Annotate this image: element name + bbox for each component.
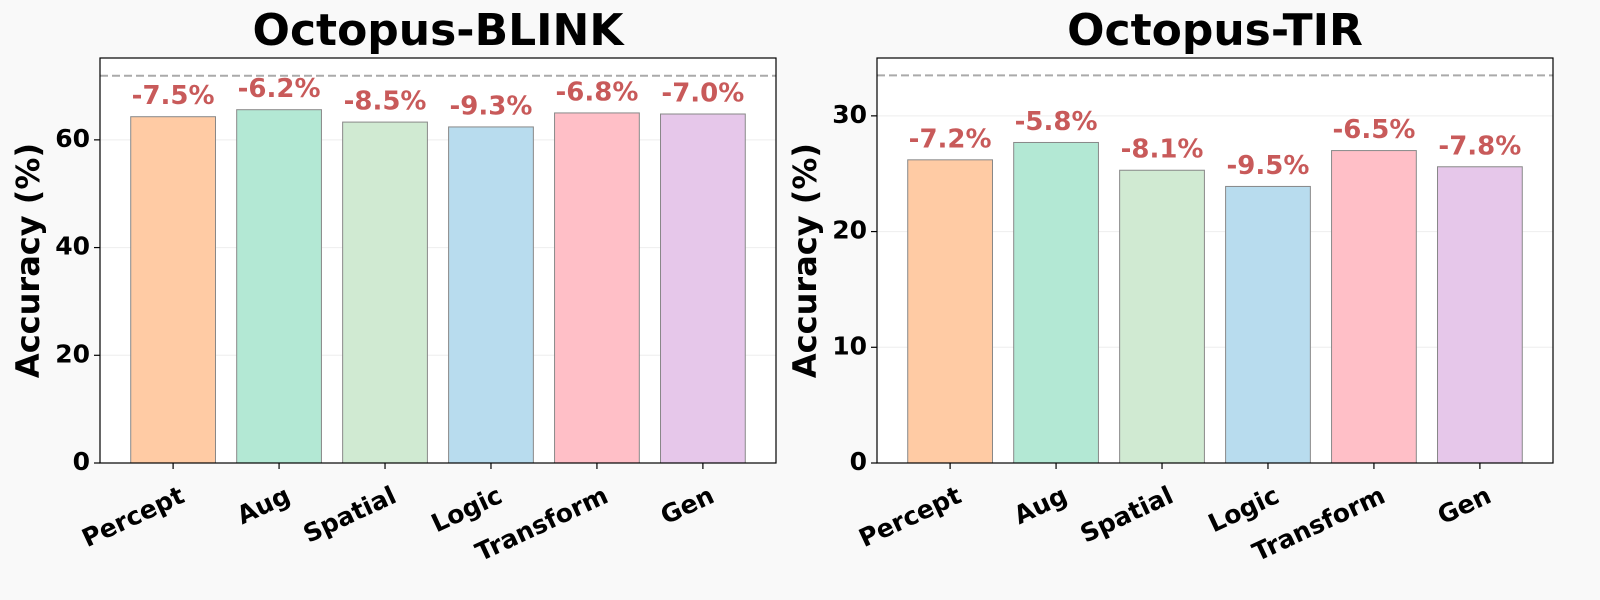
x-tick-label: Spatial xyxy=(1076,480,1178,548)
bar xyxy=(1331,150,1417,464)
bar-annotation: -5.8% xyxy=(1015,107,1098,137)
chart-title: Octopus-TIR xyxy=(1067,5,1363,56)
y-tick-label: 60 xyxy=(55,124,90,153)
bar-annotation: -7.2% xyxy=(909,124,992,154)
bar xyxy=(554,112,640,464)
y-axis-label: Accuracy (%) xyxy=(786,143,824,378)
bar-annotation: -7.8% xyxy=(1438,131,1521,161)
y-tick-label: 0 xyxy=(850,447,867,476)
y-tick-label: 0 xyxy=(73,447,90,476)
y-tick-label: 20 xyxy=(832,216,867,245)
bar xyxy=(660,113,746,464)
y-tick-label: 40 xyxy=(55,232,90,261)
bar-annotation: -9.3% xyxy=(450,91,533,121)
bar xyxy=(907,159,993,464)
y-tick-label: 10 xyxy=(832,331,867,360)
bar-annotation: -8.1% xyxy=(1121,135,1204,165)
bar xyxy=(1437,166,1523,464)
bar-annotation: -8.5% xyxy=(344,87,427,117)
y-axis-label: Accuracy (%) xyxy=(9,143,47,378)
bar xyxy=(130,116,216,464)
x-tick-label: Percept xyxy=(77,480,188,552)
plot-frame xyxy=(99,57,777,464)
bar-annotation: -9.5% xyxy=(1227,151,1310,181)
x-tick-label: Aug xyxy=(232,480,294,530)
bar xyxy=(1225,185,1311,464)
chart-panel: 0 10 20 30 -7.2% Percept -5.8% Aug -8.1% Spatial -… xyxy=(786,5,1554,567)
x-tick-label: Aug xyxy=(1009,480,1071,530)
bar-annotation: -7.5% xyxy=(132,81,215,111)
bar-annotation: -6.8% xyxy=(555,77,638,107)
bar xyxy=(342,121,428,464)
chart-title: Octopus-BLINK xyxy=(253,5,626,56)
bar-annotation: -6.5% xyxy=(1332,115,1415,145)
plot-frame xyxy=(876,57,1554,464)
bar xyxy=(448,126,534,464)
bar xyxy=(1013,141,1099,464)
y-tick-label: 20 xyxy=(55,339,90,368)
x-tick-label: Gen xyxy=(1433,480,1495,530)
x-tick-label: Gen xyxy=(656,480,718,530)
bar xyxy=(1119,169,1205,464)
x-tick-label: Spatial xyxy=(299,480,401,548)
y-tick-label: 30 xyxy=(832,100,867,129)
bar-annotation: -6.2% xyxy=(238,74,321,104)
bar-annotation: -7.0% xyxy=(661,79,744,109)
bar xyxy=(236,109,322,464)
x-tick-label: Percept xyxy=(854,480,965,552)
chart-panel: 0 20 40 60 -7.5% Percept -6.2% Aug -8.5% Spatial -… xyxy=(9,5,777,567)
